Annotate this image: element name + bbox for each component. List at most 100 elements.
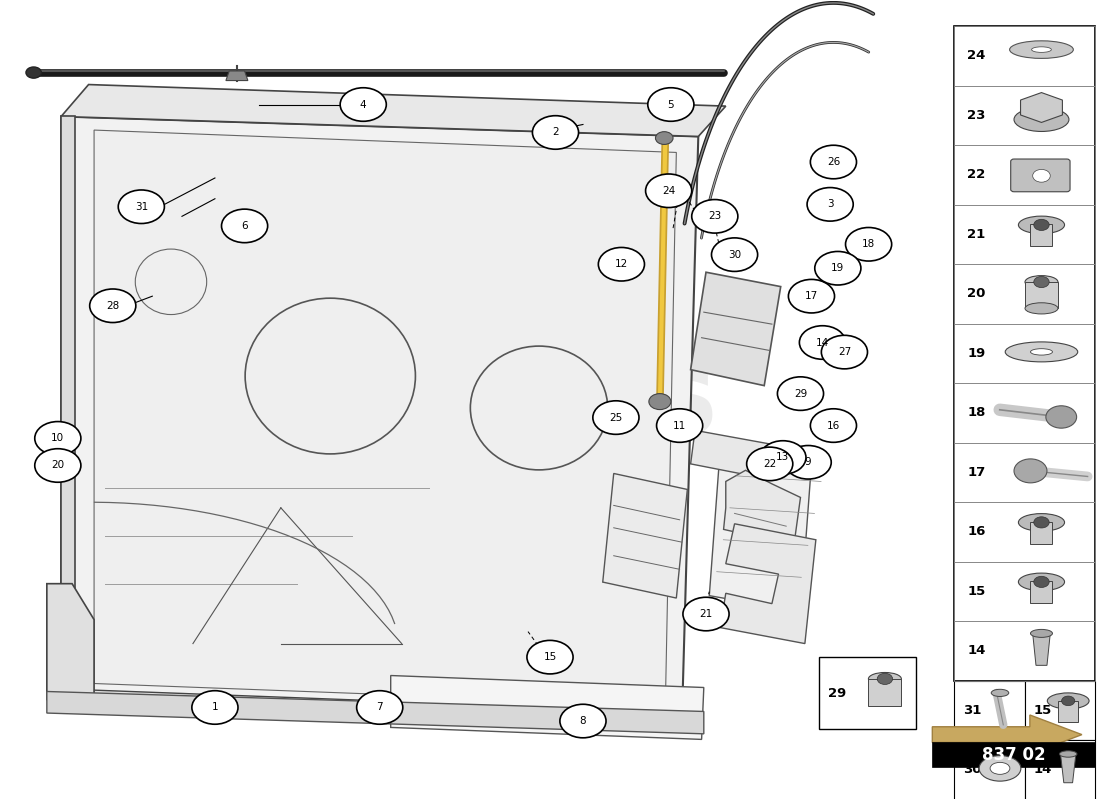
Bar	[1031, 581, 1053, 603]
Ellipse shape	[1025, 302, 1058, 314]
Bar	[868, 679, 901, 706]
Ellipse shape	[1032, 47, 1052, 53]
Circle shape	[340, 88, 386, 122]
Circle shape	[118, 190, 164, 223]
Text: 21: 21	[968, 228, 986, 241]
Bar	[955, 205, 1094, 264]
Text: a passion for parts since 1985: a passion for parts since 1985	[250, 522, 586, 542]
Text: 28: 28	[106, 301, 120, 310]
Circle shape	[221, 209, 267, 242]
Ellipse shape	[991, 690, 1009, 697]
Polygon shape	[390, 675, 704, 739]
Text: 9: 9	[805, 458, 812, 467]
Circle shape	[26, 67, 42, 78]
Ellipse shape	[1047, 693, 1089, 709]
Circle shape	[35, 422, 81, 455]
Text: 22: 22	[968, 169, 986, 182]
Circle shape	[1033, 170, 1050, 182]
Text: 12: 12	[615, 259, 628, 270]
Text: 17: 17	[805, 291, 818, 301]
Circle shape	[527, 640, 573, 674]
Circle shape	[785, 446, 832, 479]
Text: 30: 30	[964, 763, 981, 777]
Ellipse shape	[1005, 342, 1078, 362]
Bar	[1058, 701, 1078, 722]
Ellipse shape	[1019, 514, 1065, 531]
Bar	[955, 562, 1094, 622]
Ellipse shape	[1059, 750, 1077, 757]
Text: 8: 8	[580, 716, 586, 726]
Circle shape	[877, 674, 892, 685]
Circle shape	[356, 690, 403, 724]
Ellipse shape	[1019, 573, 1065, 590]
Polygon shape	[62, 85, 726, 137]
Text: 23: 23	[708, 211, 722, 222]
Text: 21: 21	[700, 609, 713, 619]
Circle shape	[1034, 277, 1049, 287]
Circle shape	[822, 335, 868, 369]
Circle shape	[683, 598, 729, 630]
Text: 25: 25	[609, 413, 623, 422]
Bar	[820, 658, 916, 729]
Polygon shape	[724, 470, 801, 546]
Text: 4: 4	[360, 99, 366, 110]
Text: 29: 29	[828, 686, 846, 700]
Bar	[1031, 224, 1053, 246]
Circle shape	[35, 449, 81, 482]
Circle shape	[807, 187, 854, 221]
Text: 16: 16	[968, 526, 986, 538]
Circle shape	[789, 279, 835, 313]
Text: 18: 18	[968, 406, 986, 419]
Circle shape	[593, 401, 639, 434]
Polygon shape	[1033, 634, 1050, 666]
Polygon shape	[603, 474, 688, 598]
Bar	[955, 324, 1094, 383]
Text: eurocars: eurocars	[117, 342, 719, 458]
Text: 18: 18	[862, 239, 876, 250]
Polygon shape	[62, 117, 698, 723]
Circle shape	[815, 251, 861, 285]
Bar	[1024, 681, 1094, 740]
Circle shape	[649, 394, 671, 410]
Text: 3: 3	[827, 199, 834, 210]
Bar	[955, 86, 1094, 146]
Circle shape	[811, 146, 857, 178]
Text: 24: 24	[968, 50, 986, 62]
Ellipse shape	[1014, 107, 1069, 131]
Circle shape	[712, 238, 758, 271]
Polygon shape	[226, 71, 248, 81]
Text: 27: 27	[838, 347, 851, 357]
Circle shape	[1034, 517, 1049, 528]
Circle shape	[1034, 219, 1049, 230]
Circle shape	[191, 690, 238, 724]
Circle shape	[760, 441, 806, 474]
Ellipse shape	[1031, 349, 1053, 355]
Text: 31: 31	[964, 704, 981, 717]
Text: 2: 2	[552, 127, 559, 138]
Polygon shape	[47, 584, 95, 699]
Polygon shape	[720, 524, 816, 643]
Text: 31: 31	[134, 202, 147, 212]
Ellipse shape	[1010, 41, 1074, 58]
Bar	[955, 383, 1094, 442]
Bar	[955, 622, 1094, 681]
Bar	[955, 502, 1094, 562]
Polygon shape	[62, 689, 704, 723]
Polygon shape	[691, 430, 770, 478]
Circle shape	[1034, 576, 1049, 587]
Ellipse shape	[990, 762, 1010, 774]
Text: 5: 5	[668, 99, 674, 110]
Bar	[933, 742, 1094, 767]
Circle shape	[648, 88, 694, 122]
Circle shape	[560, 704, 606, 738]
Circle shape	[598, 247, 645, 281]
Ellipse shape	[1025, 276, 1058, 288]
Polygon shape	[95, 130, 676, 705]
Bar	[955, 26, 1094, 681]
Text: 10: 10	[52, 434, 65, 443]
Circle shape	[747, 447, 793, 481]
Bar	[1024, 740, 1094, 800]
Text: 15: 15	[1033, 704, 1052, 717]
Bar	[955, 442, 1094, 502]
Bar	[955, 26, 1094, 86]
